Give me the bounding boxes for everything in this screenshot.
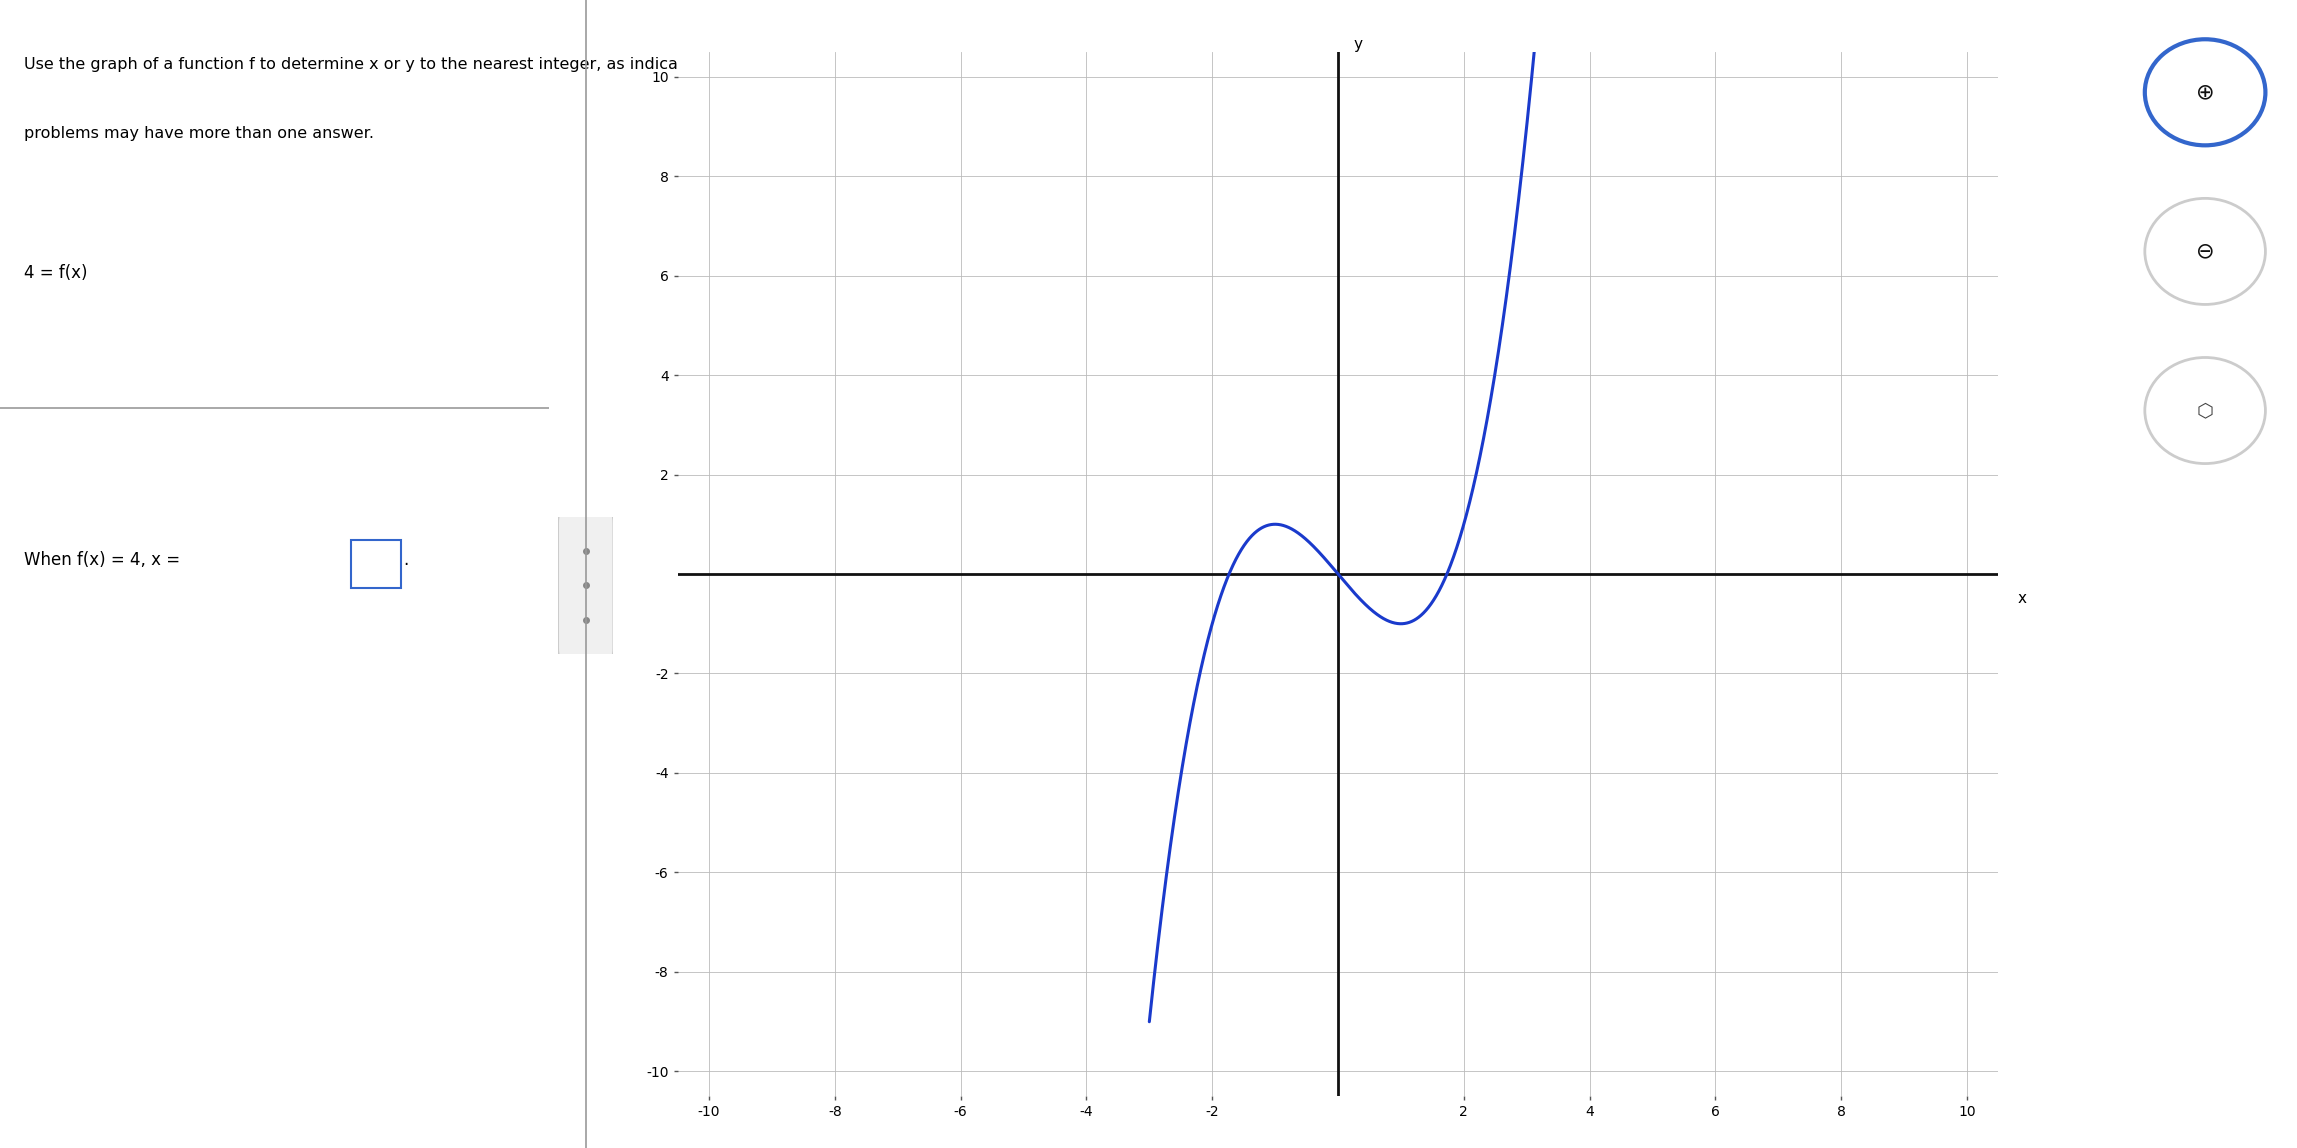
Text: y: y (1353, 37, 1362, 52)
Text: problems may have more than one answer.: problems may have more than one answer. (23, 126, 374, 141)
FancyBboxPatch shape (351, 540, 402, 588)
Text: x: x (2017, 591, 2026, 606)
Text: ⬡: ⬡ (2196, 401, 2214, 420)
Text: Use the graph of a function f to determine x or y to the nearest integer, as ind: Use the graph of a function f to determi… (23, 57, 760, 72)
Ellipse shape (2145, 199, 2265, 304)
Text: ⊕: ⊕ (2196, 83, 2214, 102)
Text: 4 = f(x): 4 = f(x) (23, 264, 87, 282)
FancyBboxPatch shape (558, 510, 613, 661)
Text: When f(x) = 4, x =: When f(x) = 4, x = (23, 551, 179, 569)
Text: ⊖: ⊖ (2196, 241, 2214, 262)
Text: .: . (404, 551, 409, 569)
Ellipse shape (2145, 39, 2265, 146)
Ellipse shape (2145, 357, 2265, 464)
